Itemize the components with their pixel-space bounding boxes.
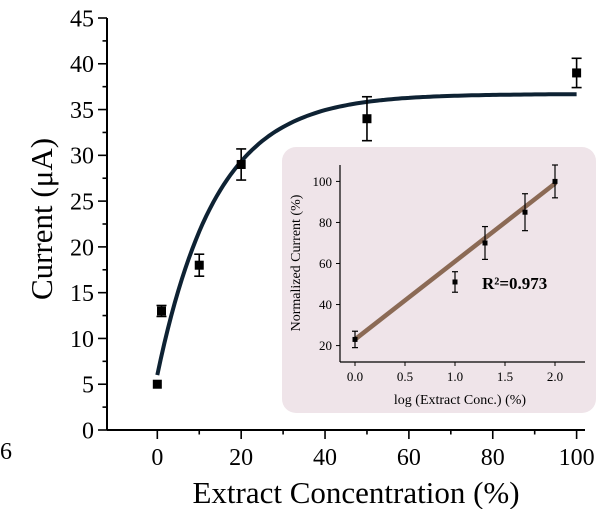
main-y-ticks: 0 5 10 15 20 25 30 35 40 45 [70,6,107,444]
main-y-tick-label: 15 [70,281,94,307]
inset-x-tick-label: 1.5 [497,369,513,384]
r-squared-annotation: R²=0.973 [482,274,547,293]
main-data-point [572,68,582,78]
main-y-tick-label: 10 [70,327,94,353]
main-data-point [236,159,246,169]
inset-y-tick-label: 40 [319,297,332,312]
inset-data-point [352,336,358,342]
inset-x-tick-label: 0.5 [397,369,413,384]
main-y-tick-label: 45 [70,6,94,32]
main-data-point [152,379,162,389]
inset-x-tick-label: 1.0 [447,369,463,384]
main-y-axis-label: Current (μA) [24,138,59,300]
main-data-point [157,306,167,316]
inset-data-point [482,240,488,246]
inset-y-tick-label: 20 [319,338,332,353]
main-x-tick-label: 40 [313,445,337,471]
main-x-tick-label: 100 [559,445,595,471]
inset-y-ticks: 20 40 60 80 100 [313,174,340,353]
inset-x-tick-label: 0.0 [347,369,363,384]
main-y-tick-label: 35 [70,98,94,124]
main-plot: 0 5 10 15 20 25 30 35 40 45 0 20 40 60 80 100 Extract … [0,6,595,510]
main-x-ticks: 0 20 40 60 80 100 [151,430,595,471]
main-data-point [194,260,204,270]
main-y-tick-label: 5 [82,373,94,399]
inset-data-point [452,279,458,285]
inset-fit-line [352,181,558,342]
main-x-tick-label: 80 [481,445,505,471]
inset-x-ticks: 0.0 0.5 1.0 1.5 2.0 [347,362,563,384]
main-y-tick-label: 25 [70,190,94,216]
main-y-tick-label: 0 [82,418,94,444]
main-x-tick-label: 20 [229,445,253,471]
inset-y-axis-label: Normalized Current (%) [289,194,304,331]
inset-y-tick-label: 100 [313,174,333,189]
main-data-points [152,57,582,389]
left-edge-label: 6 [0,439,12,465]
main-data-point [362,114,372,124]
inset-data-point [522,209,528,215]
main-x-tick-label: 60 [397,445,421,471]
main-y-tick-label: 20 [70,235,94,261]
inset-x-axis-label: log (Extract Conc.) (%) [394,393,527,408]
main-x-tick-label: 0 [151,445,163,471]
inset-y-tick-label: 80 [319,215,332,230]
inset-data-points [352,164,558,349]
main-x-axis-label: Extract Concentration (%) [192,475,519,509]
inset-x-tick-label: 2.0 [547,369,563,384]
inset-y-tick-label: 60 [319,256,332,271]
main-y-tick-label: 40 [70,52,94,78]
inset-data-point [552,178,558,184]
inset-plot: 20 40 60 80 100 0.0 0.5 1.0 1.5 2.0 log (Extract… [282,147,596,413]
main-y-tick-label: 30 [70,144,94,170]
